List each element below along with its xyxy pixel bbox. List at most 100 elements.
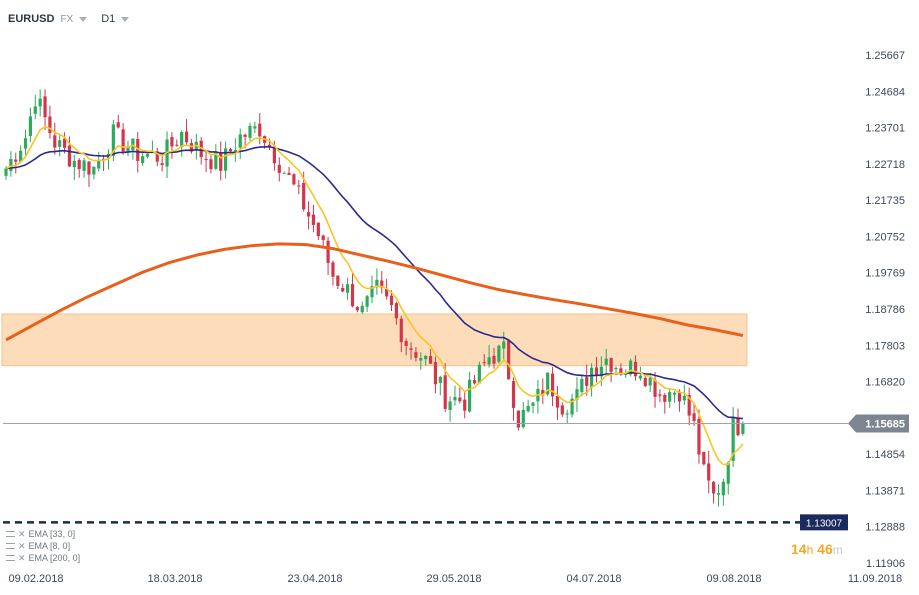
candle-body <box>4 168 8 176</box>
candle-body <box>331 262 335 277</box>
visibility-icon[interactable] <box>6 555 15 561</box>
chart-toolbar: EURUSD FX D1 <box>8 10 137 28</box>
candle-body <box>497 345 501 362</box>
candle-body <box>97 160 101 169</box>
candle-body <box>487 357 491 365</box>
candle-body <box>741 423 745 434</box>
legend-item-ema-33[interactable]: ✕ EMA [33, 0] <box>6 528 80 540</box>
candle-body <box>53 135 57 148</box>
symbol-label[interactable]: EURUSD <box>8 13 55 25</box>
timeframe-label[interactable]: D1 <box>101 13 116 25</box>
countdown-minutes-unit: m <box>832 543 843 557</box>
candle-body <box>170 137 174 147</box>
y-tick-label: 1.25667 <box>865 50 905 62</box>
indicator-legend: ✕ EMA [33, 0] ✕ EMA [8, 0] ✕ EMA [200, 0… <box>6 528 80 564</box>
y-tick-label: 1.13871 <box>865 485 905 497</box>
candle-body <box>585 377 589 386</box>
candle-body <box>67 145 72 167</box>
y-tick-label: 1.16820 <box>865 377 905 389</box>
candle-body <box>477 364 481 384</box>
candle-body <box>175 144 179 146</box>
candle-body <box>663 394 667 402</box>
candle-body <box>365 296 369 307</box>
candle-body <box>707 463 711 481</box>
support-label: 1.13007 <box>806 518 843 529</box>
candle-body <box>409 348 413 350</box>
candle-body <box>360 305 364 313</box>
candle-body <box>297 185 301 187</box>
x-tick-label: 29.05.2018 <box>426 573 481 585</box>
candle-body <box>180 132 184 148</box>
x-tick-label: 04.07.2018 <box>566 573 621 585</box>
resistance-zone <box>1 313 748 367</box>
candle-body <box>438 376 442 383</box>
y-tick-label: 1.11906 <box>866 558 905 570</box>
candle-body <box>404 341 408 346</box>
candle-body <box>370 286 374 298</box>
legend-item-ema-200[interactable]: ✕ EMA [200, 0] <box>6 552 80 564</box>
candle-body <box>648 377 652 386</box>
candle-body <box>282 172 286 174</box>
candle-body <box>609 358 613 372</box>
candle-body <box>62 138 67 148</box>
candle-body <box>653 379 657 397</box>
candle-body <box>638 375 642 379</box>
candle-body <box>82 160 86 171</box>
candle-body <box>385 288 389 297</box>
candle-body <box>43 96 47 118</box>
timeframe-dropdown-icon[interactable] <box>121 16 130 22</box>
candle-body <box>590 367 594 388</box>
remove-icon[interactable]: ✕ <box>18 553 26 563</box>
candle-body <box>33 106 37 114</box>
candle-body <box>233 150 237 153</box>
remove-icon[interactable]: ✕ <box>18 529 26 539</box>
y-tick-label: 1.21735 <box>865 195 905 207</box>
candle-body <box>721 481 725 496</box>
candle-body <box>350 284 355 307</box>
candle-body <box>306 212 311 217</box>
candle-body <box>658 394 662 396</box>
market-dropdown-icon[interactable] <box>79 16 88 22</box>
candle-body <box>448 401 452 411</box>
candle-body <box>321 235 325 241</box>
candle-body <box>599 366 603 377</box>
candle-body <box>472 380 477 384</box>
visibility-icon[interactable] <box>6 543 15 549</box>
candle-body <box>38 98 42 107</box>
candle-body <box>316 222 320 237</box>
candle-body <box>731 417 735 461</box>
candle-body <box>516 410 520 428</box>
candle-body <box>336 275 340 286</box>
candle-body <box>570 398 574 415</box>
last-price-tag <box>848 414 909 433</box>
candle-body <box>555 395 560 408</box>
remove-icon[interactable]: ✕ <box>18 541 26 551</box>
candle-body <box>633 361 638 377</box>
candle-body <box>399 318 403 343</box>
candle-body <box>189 143 194 152</box>
candle-body <box>116 122 120 128</box>
candle-body <box>141 156 145 164</box>
candle-body <box>238 134 242 148</box>
legend-item-ema-8[interactable]: ✕ EMA [8, 0] <box>6 540 80 552</box>
candle-body <box>355 307 359 311</box>
candle-body <box>433 362 438 385</box>
candle-body <box>526 405 530 412</box>
candle-body <box>121 129 125 152</box>
x-tick-label: 18.03.2018 <box>147 573 202 585</box>
candle-body <box>560 405 564 415</box>
visibility-icon[interactable] <box>6 531 15 537</box>
candle-body <box>614 367 618 370</box>
candle-body <box>311 214 316 225</box>
candle-body <box>48 116 52 133</box>
legend-label: EMA [8, 0] <box>28 541 71 551</box>
candle-body <box>302 183 306 210</box>
candle-body <box>521 409 525 428</box>
market-label[interactable]: FX <box>60 13 74 25</box>
candle-body <box>565 413 569 415</box>
y-tick-label: 1.23701 <box>865 123 905 135</box>
candle-body <box>726 462 730 484</box>
candle-body <box>219 152 223 171</box>
last-price-label: 1.15685 <box>865 418 905 430</box>
candle-body <box>253 126 257 129</box>
